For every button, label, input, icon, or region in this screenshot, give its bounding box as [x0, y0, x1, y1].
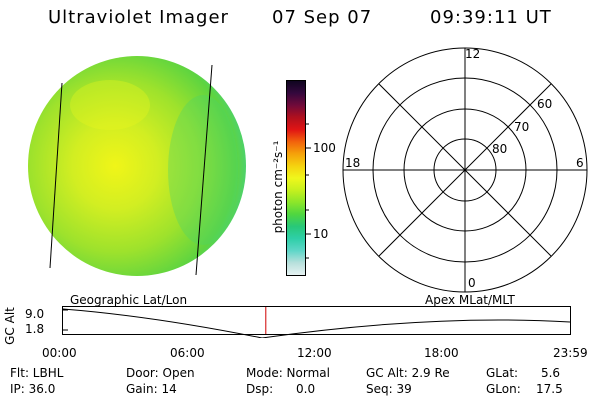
mlt-label-6: 6: [576, 156, 584, 170]
timeline-plot: [62, 306, 571, 338]
timeline-xtick-1800: 18:00: [424, 346, 459, 360]
filter-info: Flt: LBHL: [10, 366, 64, 380]
timeline-ytick-bottom: 1.8: [25, 322, 45, 336]
longitude-line: [195, 64, 213, 276]
door-info: Door: Open: [126, 366, 195, 380]
timeline-y-label: GC Alt: [3, 307, 17, 345]
longitude-line: [49, 82, 63, 269]
timeline-xtick-0000: 00:00: [42, 346, 77, 360]
altitude-curve: [62, 308, 263, 338]
color-bar-tick-10: 10: [313, 227, 329, 241]
timeline-xtick-0600: 06:00: [170, 346, 205, 360]
color-bar-tick-100: 100: [313, 141, 336, 155]
glat-info: GLat: 5.6: [486, 366, 561, 380]
time-label: 09:39:11 UT: [430, 7, 552, 28]
timeline-xtick-1200: 12:00: [297, 346, 332, 360]
lat-label-60: 60: [537, 97, 553, 111]
polar-plot: [342, 47, 588, 293]
auroral-image: [28, 56, 246, 276]
color-bar-ticks: [306, 123, 311, 259]
earth-disk: [28, 56, 246, 276]
ip-info: IP: 36.0: [10, 382, 56, 396]
timeline-xtick-2359: 23:59: [553, 346, 588, 360]
mlt-label-18: 18: [345, 156, 361, 170]
mlt-label-0: 0: [468, 276, 476, 290]
polar-spoke: [378, 83, 552, 257]
mode-info: Mode: Normal: [246, 366, 330, 380]
gain-info: Gain: 14: [126, 382, 177, 396]
lat-label-80: 80: [492, 142, 508, 156]
date-label: 07 Sep 07: [272, 7, 373, 28]
dsp-info: Dsp: 0.0: [246, 382, 316, 396]
mlt-label-12: 12: [465, 47, 481, 61]
image-caption: Geographic Lat/Lon: [70, 293, 188, 307]
color-bar-unit-label: photon cm⁻²s⁻¹: [271, 140, 285, 234]
glon-info: GLon: 17.5: [486, 382, 563, 396]
app-title: Ultraviolet Imager: [48, 7, 229, 28]
altitude-curve: [261, 319, 571, 338]
color-bar: [286, 80, 306, 276]
timeline-ytick-top: 9.0: [25, 307, 45, 321]
polar-caption: Apex MLat/MLT: [425, 293, 515, 307]
lat-label-70: 70: [514, 120, 530, 134]
gc-alt-info: GC Alt: 2.9 Re: [366, 366, 450, 380]
seq-info: Seq: 39: [366, 382, 412, 396]
